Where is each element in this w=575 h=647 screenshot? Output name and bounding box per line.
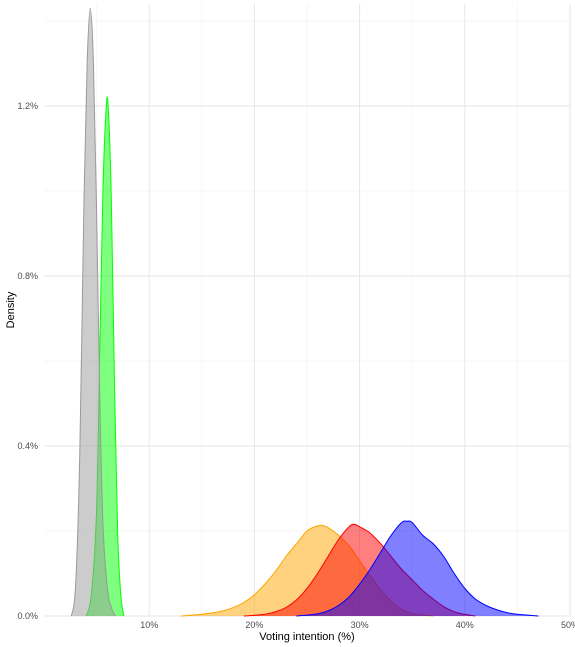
x-tick-label: 30% xyxy=(351,620,369,630)
y-axis-title: Density xyxy=(5,291,17,328)
y-tick-label: 0.8% xyxy=(17,271,38,281)
x-tick-label: 40% xyxy=(456,620,474,630)
y-axis-ticks: 0.0% 0.4% 0.8% 1.2% xyxy=(17,101,38,621)
y-tick-label: 1.2% xyxy=(17,101,38,111)
x-axis-title: Voting intention (%) xyxy=(259,631,354,643)
x-tick-label: 10% xyxy=(140,620,158,630)
x-tick-label: 50% xyxy=(561,620,575,630)
density-area-3 xyxy=(86,96,124,617)
density-line-2 xyxy=(296,520,539,617)
density-area-2 xyxy=(296,520,539,616)
density-line-4 xyxy=(70,7,116,617)
grid xyxy=(44,4,571,617)
x-tick-label: 20% xyxy=(245,620,263,630)
density-areas xyxy=(70,7,539,617)
y-tick-label: 0.0% xyxy=(17,611,38,621)
x-axis-ticks: 10% 20% 30% 40% 50% xyxy=(140,620,575,630)
density-area-4 xyxy=(71,8,116,616)
y-tick-label: 0.4% xyxy=(17,441,38,451)
